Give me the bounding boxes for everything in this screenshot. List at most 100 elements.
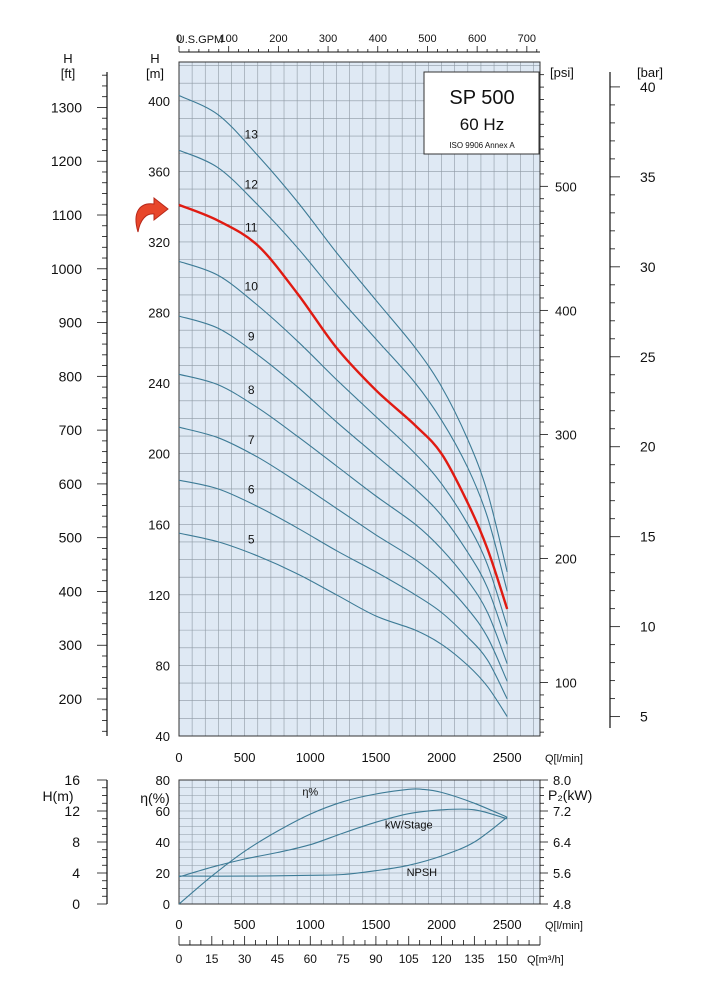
m3h-tick-label: 60 bbox=[304, 952, 318, 966]
y-m-tick-label: 120 bbox=[148, 588, 170, 603]
top-tick-label: 400 bbox=[369, 33, 387, 45]
m3h-tick-label: 0 bbox=[176, 952, 183, 966]
psi-tick-label: 100 bbox=[555, 676, 577, 691]
y-ft-tick-label: 700 bbox=[59, 422, 83, 438]
y-ft-tick-label: 1100 bbox=[52, 207, 82, 223]
m3h-tick-label: 150 bbox=[497, 952, 517, 966]
curve-label-13: 13 bbox=[245, 128, 259, 142]
p2-tick-label: 5.6 bbox=[553, 866, 571, 881]
psi-tick-label: 200 bbox=[555, 551, 577, 566]
y-ft-tick-label: 900 bbox=[59, 315, 83, 331]
curve-label-9: 9 bbox=[248, 329, 255, 343]
y-ft-tick-label: 800 bbox=[59, 368, 83, 384]
y-m-axis-unit: [m] bbox=[146, 66, 164, 81]
axis-labels: 0 500 1000 1500 2000 2500 Q[l/min]0 100 200 300 40… bbox=[42, 33, 663, 966]
top-tick-label: 0 bbox=[176, 33, 182, 45]
m3h-tick-label: 30 bbox=[238, 952, 252, 966]
y-m-tick-label: 80 bbox=[156, 658, 170, 673]
y-ft-tick-label: 1200 bbox=[51, 153, 82, 169]
bar-tick-label: 35 bbox=[640, 169, 656, 185]
y-ft-tick-label: 1000 bbox=[51, 261, 82, 277]
y-m-tick-label: 320 bbox=[148, 235, 170, 250]
p2-axis-label: P₂(kW) bbox=[548, 787, 592, 803]
y-ft-tick-label: 400 bbox=[59, 583, 83, 599]
y-ft-tick-label: 600 bbox=[59, 476, 83, 492]
head-curve-9 bbox=[178, 315, 508, 645]
curve-kwstage bbox=[178, 808, 508, 878]
head-curve-10 bbox=[178, 260, 508, 627]
main-plot-frame bbox=[178, 61, 541, 737]
eta-tick-label: 0 bbox=[163, 897, 170, 912]
p2-tick-label: 7.2 bbox=[553, 804, 571, 819]
m3h-tick-label: 120 bbox=[432, 952, 452, 966]
x-tick-label: 1500 bbox=[361, 750, 390, 765]
curve-label-6: 6 bbox=[248, 483, 255, 497]
eta-tick-label: 40 bbox=[156, 835, 170, 850]
eta-axis-label: η(%) bbox=[140, 790, 170, 806]
y-ft-tick-label: 500 bbox=[59, 530, 83, 546]
curve-label: NPSH bbox=[407, 867, 438, 879]
eta-tick-label: 80 bbox=[156, 773, 170, 788]
eta-tick-label: 20 bbox=[156, 866, 170, 881]
y-m-tick-label: 360 bbox=[148, 164, 170, 179]
p2-tick-label: 8.0 bbox=[553, 773, 571, 788]
lower-x-tick-label: 0 bbox=[175, 917, 182, 932]
lower-x-tick-label: 1500 bbox=[361, 917, 390, 932]
top-tick-label: 600 bbox=[468, 33, 486, 45]
h-lower-tick-label: 0 bbox=[72, 896, 80, 912]
head-curves: 5 6 7 8 9 10 11 12 13 bbox=[178, 95, 509, 717]
top-tick-label: 200 bbox=[269, 33, 287, 45]
x-tick-label: 1000 bbox=[296, 750, 325, 765]
h-lower-tick-label: 8 bbox=[72, 834, 80, 850]
p2-tick-label: 6.4 bbox=[553, 835, 571, 850]
eta-tick-label: 60 bbox=[156, 804, 170, 819]
bar-tick-label: 15 bbox=[640, 529, 656, 545]
curve-label-5: 5 bbox=[248, 533, 255, 547]
h-lower-tick-label: 16 bbox=[64, 772, 80, 788]
curve-label-11: 11 bbox=[245, 220, 258, 234]
head-curve-5 bbox=[178, 532, 508, 717]
head-curve-7 bbox=[178, 426, 508, 682]
bar-tick-label: 25 bbox=[640, 349, 656, 365]
m3h-axis-label: Q[m³/h] bbox=[527, 954, 564, 966]
y-m-tick-label: 200 bbox=[148, 447, 170, 462]
curve-label-8: 8 bbox=[248, 383, 255, 397]
main-grid bbox=[178, 61, 541, 737]
y-m-tick-label: 280 bbox=[148, 306, 170, 321]
top-axis-label: U.S.GPM bbox=[177, 34, 223, 46]
x-tick-label: 2000 bbox=[427, 750, 456, 765]
chart-note: ISO 9906 Annex A bbox=[449, 141, 515, 150]
y-ft-tick-label: 1300 bbox=[51, 99, 82, 115]
m3h-tick-label: 105 bbox=[399, 952, 419, 966]
main-plot-background bbox=[179, 62, 540, 736]
psi-axis-label: [psi] bbox=[550, 65, 574, 80]
head-curve-11 bbox=[178, 203, 509, 610]
axes bbox=[97, 46, 620, 946]
y-ft-axis-unit: [ft] bbox=[61, 66, 75, 81]
bar-axis-label: [bar] bbox=[637, 65, 663, 80]
bar-tick-label: 20 bbox=[640, 439, 656, 455]
y-m-tick-label: 160 bbox=[148, 517, 170, 532]
y-m-tick-label: 240 bbox=[148, 376, 170, 391]
y-ft-tick-label: 300 bbox=[59, 637, 83, 653]
bar-tick-label: 30 bbox=[640, 259, 656, 275]
x-tick-label: 500 bbox=[234, 750, 256, 765]
top-tick-label: 100 bbox=[220, 33, 238, 45]
highlight-arrow-icon bbox=[135, 196, 169, 233]
x-tick-label: 2500 bbox=[493, 750, 522, 765]
head-curve-8 bbox=[178, 373, 508, 664]
psi-tick-label: 400 bbox=[555, 303, 577, 318]
m3h-tick-label: 90 bbox=[369, 952, 383, 966]
bar-tick-label: 10 bbox=[640, 619, 656, 635]
psi-tick-label: 300 bbox=[555, 427, 577, 442]
bar-tick-label: 5 bbox=[640, 709, 648, 725]
head-curve-13 bbox=[178, 95, 508, 573]
lower-x-tick-label: 2500 bbox=[493, 917, 522, 932]
y-m-axis-title: H bbox=[150, 51, 159, 66]
curve-label: η% bbox=[302, 787, 318, 799]
top-tick-label: 300 bbox=[319, 33, 337, 45]
x-axis-label: Q[l/min] bbox=[545, 753, 583, 765]
h-lower-axis-label: H(m) bbox=[42, 788, 73, 804]
curve-label: kW/Stage bbox=[385, 819, 433, 831]
